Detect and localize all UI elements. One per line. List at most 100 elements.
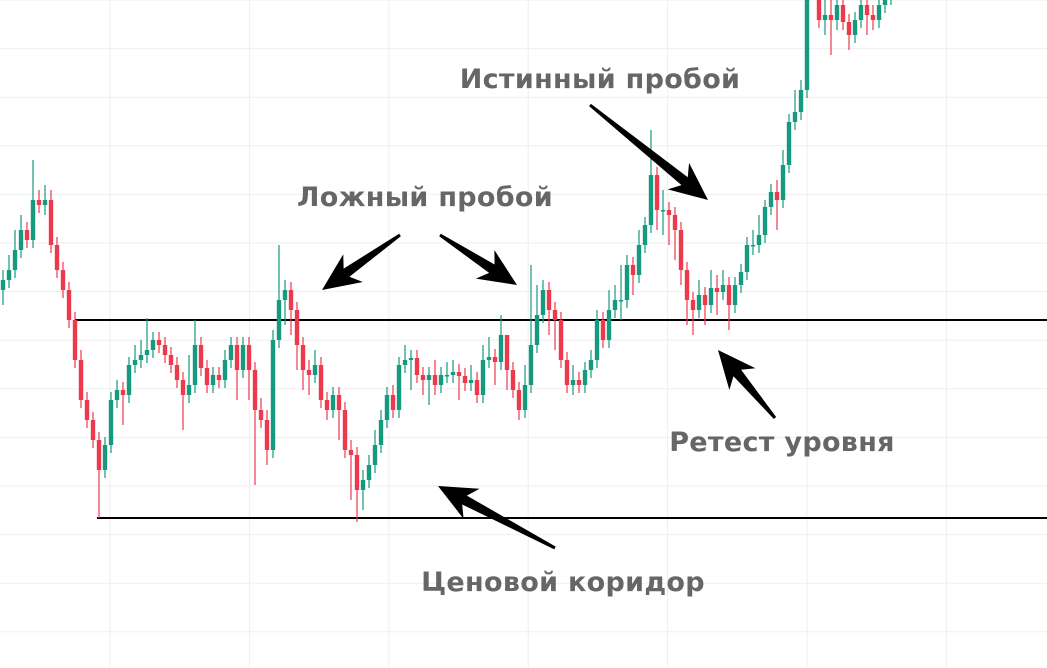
- candle-body: [144, 350, 150, 355]
- candle-body: [480, 360, 486, 395]
- candle-body: [726, 285, 732, 305]
- candle-body: [576, 380, 582, 385]
- candle-body: [720, 285, 726, 292]
- label-retest: Ретест уровня: [669, 427, 895, 458]
- candle-body: [156, 340, 162, 345]
- candle-body: [804, 0, 810, 90]
- candle-body: [306, 370, 312, 375]
- candle-body: [114, 390, 120, 400]
- candle-body: [648, 175, 654, 225]
- candle-body: [132, 360, 138, 365]
- candle-body: [102, 445, 108, 470]
- candle-body: [846, 22, 852, 35]
- candle-body: [582, 370, 588, 385]
- candle-body: [876, 5, 882, 20]
- price-channel-arrow: [438, 486, 556, 550]
- candle-body: [456, 372, 462, 376]
- candle-body: [264, 420, 270, 450]
- candle-body: [444, 375, 450, 377]
- candle-body: [780, 165, 786, 200]
- candle-body: [228, 345, 234, 360]
- candle-body: [594, 320, 600, 360]
- candle-body: [246, 345, 252, 370]
- candle-body: [414, 358, 420, 375]
- candle-body: [354, 455, 360, 490]
- candle-body: [654, 175, 660, 210]
- candles: [0, 0, 892, 522]
- candle-body: [570, 380, 576, 385]
- candle-body: [180, 380, 186, 395]
- candle-body: [30, 200, 36, 240]
- candle-body: [708, 288, 714, 305]
- candle-body: [150, 340, 156, 350]
- label-true-breakout: Истинный пробой: [459, 64, 741, 95]
- candle-body: [762, 207, 768, 235]
- candle-body: [138, 355, 144, 360]
- candle-body: [378, 420, 384, 445]
- candle-body: [78, 360, 84, 400]
- candle-body: [324, 400, 330, 410]
- candle-body: [252, 370, 258, 410]
- candle-body: [198, 345, 204, 368]
- candle-body: [732, 285, 738, 305]
- candle-body: [834, 5, 840, 20]
- candle-body: [408, 358, 414, 360]
- candle-body: [192, 345, 198, 385]
- candle-body: [120, 390, 126, 395]
- candle-body: [270, 340, 276, 450]
- candle-body: [498, 335, 504, 362]
- candle-body: [108, 400, 114, 445]
- candle-body: [882, 0, 888, 5]
- candle-body: [774, 192, 780, 200]
- candle-body: [840, 5, 846, 22]
- candle-body: [684, 270, 690, 300]
- candle-body: [432, 375, 438, 385]
- candle-body: [714, 288, 720, 292]
- candle-body: [42, 200, 48, 205]
- candle-body: [510, 370, 516, 390]
- candle-body: [534, 315, 540, 345]
- candle-body: [864, 5, 870, 15]
- candle-body: [852, 20, 858, 35]
- candle-body: [90, 420, 96, 440]
- label-price-channel: Ценовой коридор: [421, 567, 705, 598]
- candle-body: [330, 395, 336, 410]
- candle-body: [492, 357, 498, 362]
- candle-body: [600, 320, 606, 340]
- candle-body: [186, 385, 192, 395]
- candle-body: [666, 210, 672, 215]
- candle-body: [282, 290, 288, 300]
- label-false-breakout: Ложный пробой: [297, 182, 553, 213]
- candle-body: [768, 192, 774, 207]
- candle-body: [348, 450, 354, 455]
- candle-body: [0, 280, 6, 290]
- candle-body: [792, 112, 798, 122]
- candle-body: [822, 15, 828, 20]
- candle-body: [750, 245, 756, 247]
- candle-body: [294, 310, 300, 345]
- false-breakout-arrow-right: [439, 233, 517, 285]
- candle-body: [48, 200, 54, 245]
- candle-body: [552, 310, 558, 320]
- candle-body: [204, 368, 210, 385]
- candle-body: [522, 385, 528, 410]
- candle-body: [390, 395, 396, 410]
- candle-body: [12, 250, 18, 270]
- candle-body: [702, 295, 708, 305]
- candle-body: [630, 265, 636, 275]
- candle-body: [636, 245, 642, 275]
- candle-body: [312, 365, 318, 375]
- candle-body: [420, 375, 426, 380]
- candle-body: [756, 235, 762, 245]
- candle-body: [744, 245, 750, 272]
- candle-body: [618, 300, 624, 302]
- candle-body: [426, 375, 432, 380]
- true-breakout-arrow: [589, 103, 708, 200]
- candle-body: [642, 225, 648, 245]
- candle-body: [342, 410, 348, 450]
- candle-body: [72, 320, 78, 360]
- candle-body: [84, 400, 90, 420]
- candle-body: [546, 290, 552, 310]
- candle-body: [66, 290, 72, 320]
